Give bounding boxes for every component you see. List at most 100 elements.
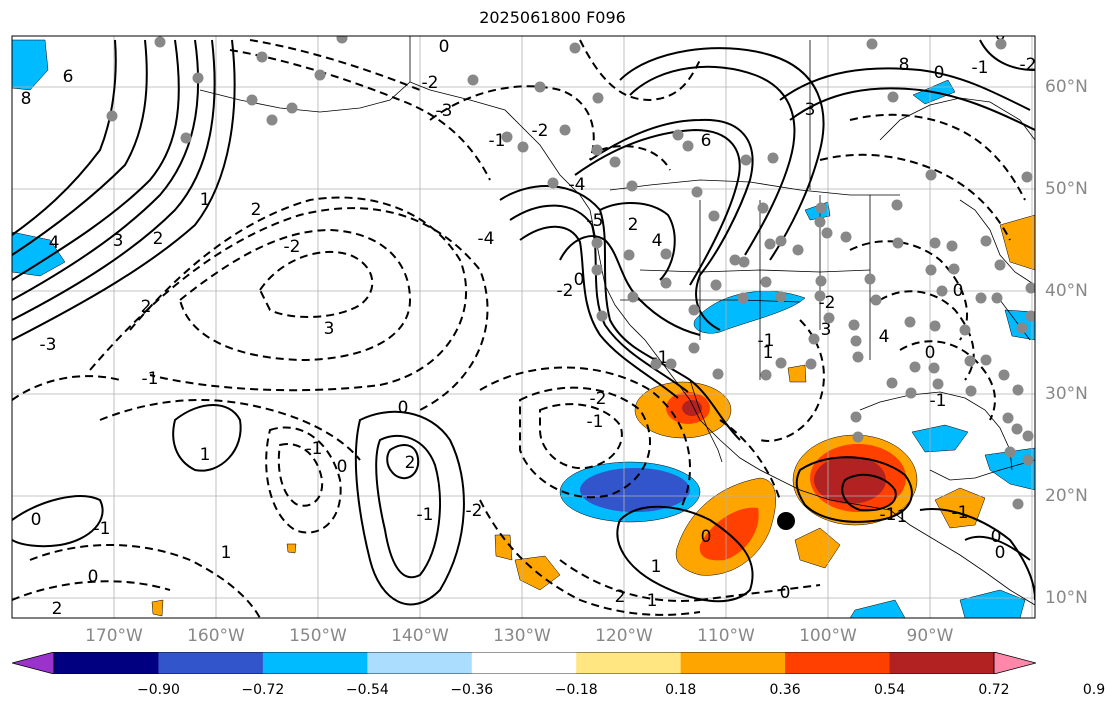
lon-label-170w: 170°W xyxy=(85,626,143,646)
contour-labels: 683 212432-1-2-3-40-2-3-2-1-4-22463-50-10… xyxy=(21,36,1037,619)
contour-label: 1 xyxy=(763,343,774,363)
colorbar-tick-label: −0.72 xyxy=(241,682,285,698)
colorbar-segment xyxy=(576,652,682,674)
contour-label: -2 xyxy=(532,121,549,141)
contour-label: 0 xyxy=(991,527,1002,547)
contour-label: 2 xyxy=(405,453,416,473)
contour-label: 2 xyxy=(141,297,152,317)
contour-label: -2 xyxy=(1020,55,1037,75)
colorbar-segment xyxy=(262,652,368,674)
colorbar-segment xyxy=(785,652,891,674)
graticule xyxy=(12,36,1035,618)
contour-label: -1 xyxy=(758,331,775,351)
contour-label: 0 xyxy=(780,583,791,603)
contour-label: 2 xyxy=(153,229,164,249)
contour-label: 3 xyxy=(113,231,124,251)
contour-label: -1 xyxy=(489,131,506,151)
contour-label: 2 xyxy=(615,587,626,607)
lon-label-100w: 100°W xyxy=(799,626,857,646)
contours-dashed xyxy=(12,39,1026,618)
contour-label: 0 xyxy=(701,527,712,547)
lon-label-130w: 130°W xyxy=(493,626,551,646)
contour-label: -3 xyxy=(436,101,453,121)
colorbar-tick-label: 0.72 xyxy=(978,682,1010,698)
contour-label: -1 xyxy=(972,58,989,78)
colorbar-segment xyxy=(54,652,159,674)
contour-label: 6 xyxy=(701,131,712,151)
contour-label: -5 xyxy=(587,211,604,231)
lat-label-10n: 10°N xyxy=(1045,588,1088,608)
contour-label: 0 xyxy=(31,510,42,530)
contour-label: 0 xyxy=(574,270,585,290)
contour-label: 2 xyxy=(52,599,63,619)
contour-label: -1 xyxy=(306,439,323,459)
contour-label: 0 xyxy=(88,567,99,587)
contour-label: -1 xyxy=(952,503,969,523)
contour-label: 1 xyxy=(897,507,908,527)
lat-label-30n: 30°N xyxy=(1045,384,1088,404)
colorbar-segment xyxy=(158,652,264,674)
colorbar xyxy=(12,652,1036,674)
station-markers xyxy=(106,36,1035,510)
colorbar-tick-label: −0.90 xyxy=(136,682,180,698)
contour-label: 3 xyxy=(805,100,816,120)
lon-label-90w: 90°W xyxy=(906,626,954,646)
coastlines xyxy=(199,36,1035,606)
colorbar-tick-label: 0.90 xyxy=(1082,682,1105,698)
colorbar-segment xyxy=(889,652,995,674)
contour-label: -2 xyxy=(422,73,439,93)
colorbar-tick-label: −0.36 xyxy=(450,682,494,698)
contour-label: 1 xyxy=(200,190,211,210)
contour-label: -1 xyxy=(142,369,159,389)
contour-label: -1 xyxy=(880,505,897,525)
figure-title: 2025061800 F096 xyxy=(479,8,626,27)
contour-label: 6 xyxy=(63,67,74,87)
contour-label: 8 xyxy=(21,89,32,109)
contour-label: 0 xyxy=(934,63,945,83)
colorbar-tick-label: 0.18 xyxy=(665,682,697,698)
contour-label: 2 xyxy=(628,215,639,235)
contour-label: 1 xyxy=(221,543,232,563)
lat-label-50n: 50°N xyxy=(1045,179,1088,199)
contour-label: 0 xyxy=(439,37,450,57)
contour-label: 1 xyxy=(647,591,658,611)
contour-label: -2 xyxy=(284,237,301,257)
lat-label-20n: 20°N xyxy=(1045,486,1088,506)
contour-label: 0 xyxy=(925,343,936,363)
contour-label: 0 xyxy=(337,457,348,477)
colorbar-arrow-low xyxy=(12,652,55,674)
contour-label: 3 xyxy=(821,320,832,340)
lon-label-150w: 150°W xyxy=(289,626,347,646)
lon-label-140w: 140°W xyxy=(391,626,449,646)
map-panel: 683 212432-1-2-3-40-2-3-2-1-4-22463-50-10… xyxy=(11,35,1037,619)
contour-label: -2 xyxy=(557,281,574,301)
lat-label-60n: 60°N xyxy=(1045,77,1088,97)
highlight-marker xyxy=(777,512,795,530)
contour-label: 0 xyxy=(953,281,964,301)
contour-label: -1 xyxy=(587,412,604,432)
colorbar-tick-label: −0.54 xyxy=(345,682,389,698)
contour-label: 4 xyxy=(879,327,890,347)
contours xyxy=(12,39,1035,606)
contour-label: -3 xyxy=(40,335,57,355)
contour-label: 0 xyxy=(398,398,409,418)
contour-label: -1 xyxy=(417,505,434,525)
contour-label: 3 xyxy=(324,319,335,339)
colorbar-segment xyxy=(367,652,473,674)
contour-label: -4 xyxy=(478,229,495,249)
contour-label: 1 xyxy=(200,445,211,465)
colorbar-segment xyxy=(471,652,577,674)
colorbar-segment xyxy=(680,652,786,674)
colorbar-tick-label: −0.18 xyxy=(554,682,598,698)
contour-label: 0 xyxy=(995,543,1006,563)
contour-label: -4 xyxy=(569,175,586,195)
colorbar-tick-label: 0.36 xyxy=(769,682,801,698)
contour-label: 8 xyxy=(899,55,910,75)
colorbar-tick-label: 0.54 xyxy=(873,682,906,698)
contour-label: -1 xyxy=(94,519,111,539)
lon-label-110w: 110°W xyxy=(697,626,755,646)
contour-label: 4 xyxy=(49,233,60,253)
lat-label-40n: 40°N xyxy=(1045,281,1088,301)
colorbar-arrow-high xyxy=(993,652,1036,674)
contour-label: 1 xyxy=(651,557,662,577)
